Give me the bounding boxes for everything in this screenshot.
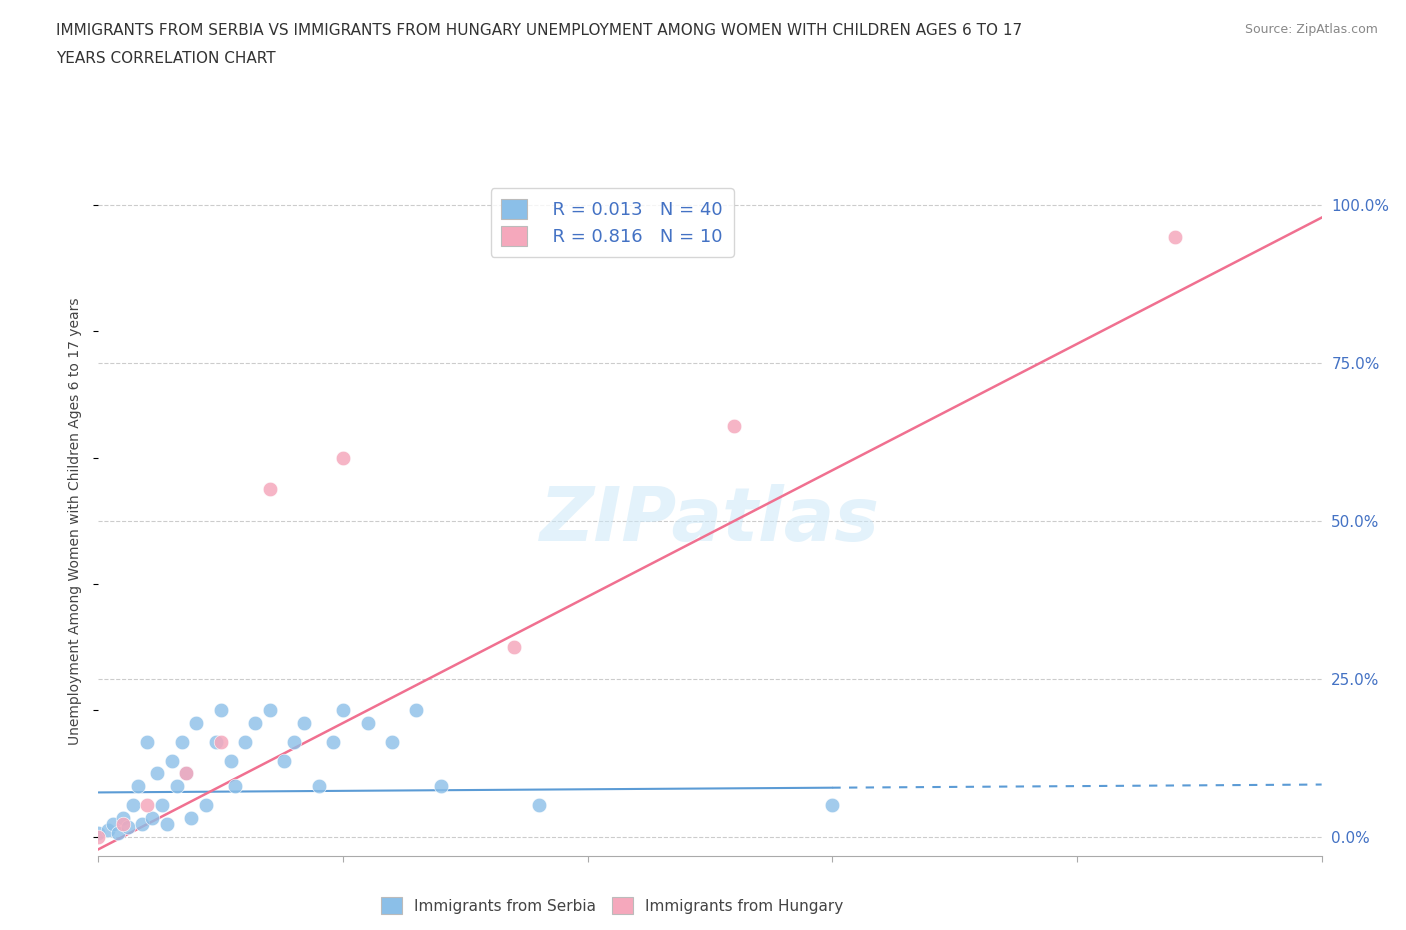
Point (381, 735, 404, 750)
Point (259, 482, 281, 497)
Point (292, 715, 315, 730)
Point (273, 753, 295, 768)
Point (503, 640, 526, 655)
Point (322, 735, 344, 750)
Legend: Immigrants from Serbia, Immigrants from Hungary: Immigrants from Serbia, Immigrants from … (373, 890, 851, 922)
Point (283, 735, 305, 750)
Point (170, 735, 193, 750)
Point (131, 817, 153, 831)
Point (107, 826, 129, 841)
Y-axis label: Unemployment Among Women with Children Ages 6 to 17 years: Unemployment Among Women with Children A… (69, 297, 83, 745)
Point (87, 826, 110, 841)
Point (136, 798, 159, 813)
Text: IMMIGRANTS FROM SERBIA VS IMMIGRANTS FROM HUNGARY UNEMPLOYMENT AMONG WOMEN WITH : IMMIGRANTS FROM SERBIA VS IMMIGRANTS FRO… (56, 23, 1022, 38)
Point (243, 715, 266, 730)
Text: Source: ZipAtlas.com: Source: ZipAtlas.com (1244, 23, 1378, 36)
Text: ZIPatlas: ZIPatlas (540, 485, 880, 557)
Point (405, 703, 427, 718)
Point (146, 766, 169, 781)
Point (160, 753, 183, 768)
Point (150, 798, 173, 813)
Point (219, 753, 242, 768)
Point (117, 819, 139, 834)
Point (156, 817, 179, 831)
Point (332, 450, 354, 465)
Point (136, 735, 159, 750)
Point (209, 703, 232, 718)
Point (308, 778, 330, 793)
Point (209, 735, 232, 750)
Point (224, 778, 246, 793)
Point (205, 735, 228, 750)
Text: YEARS CORRELATION CHART: YEARS CORRELATION CHART (56, 51, 276, 66)
Point (332, 703, 354, 718)
Point (259, 703, 281, 718)
Point (356, 715, 378, 730)
Point (233, 735, 256, 750)
Point (195, 798, 218, 813)
Point (176, 766, 198, 781)
Point (127, 778, 149, 793)
Point (430, 778, 453, 793)
Point (1164, 229, 1187, 244)
Point (186, 715, 208, 730)
Point (180, 810, 202, 825)
Point (111, 810, 134, 825)
Point (723, 418, 745, 433)
Point (166, 778, 188, 793)
Point (527, 798, 550, 813)
Point (141, 810, 163, 825)
Point (101, 817, 124, 831)
Point (821, 798, 844, 813)
Point (87, 830, 110, 844)
Point (111, 817, 134, 831)
Point (176, 766, 198, 781)
Point (97, 823, 120, 838)
Point (121, 798, 143, 813)
